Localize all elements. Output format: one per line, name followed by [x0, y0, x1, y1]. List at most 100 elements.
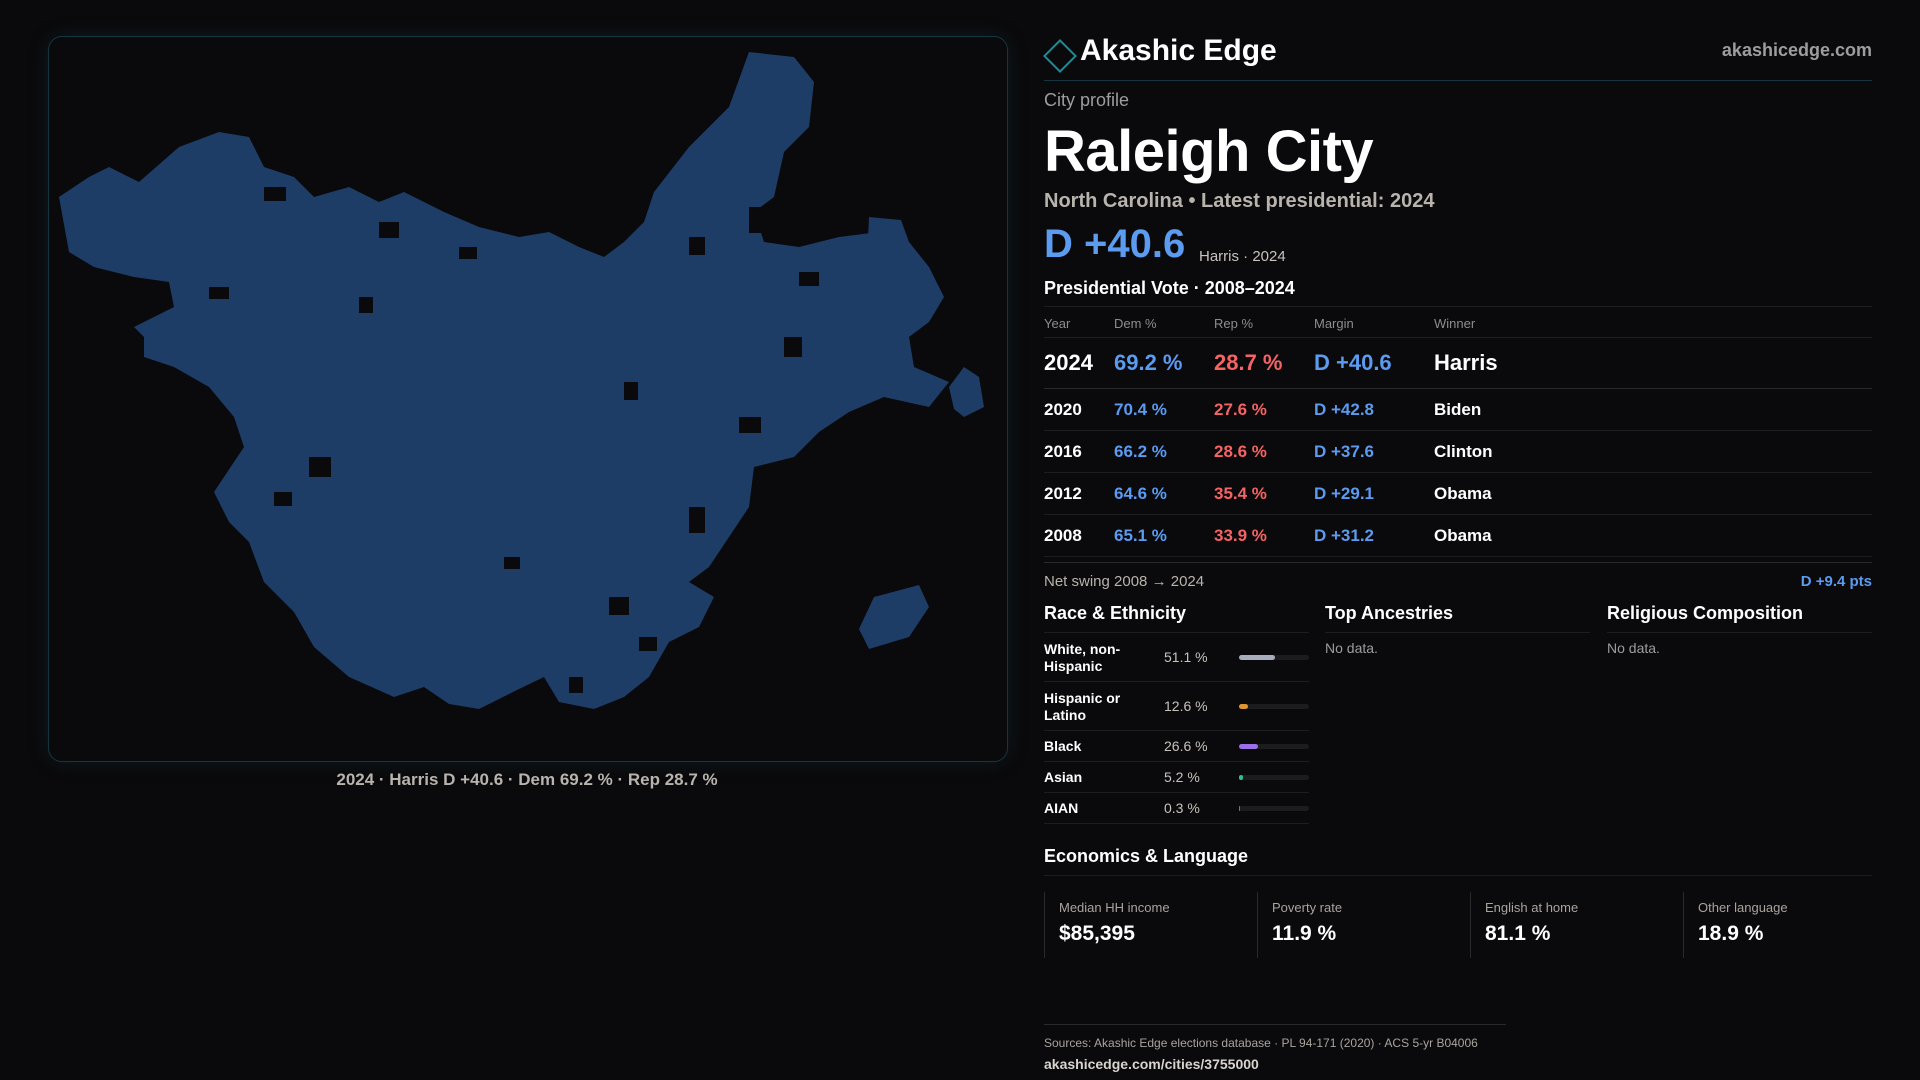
cell-rep: 28.6 %	[1214, 442, 1267, 461]
cell-winner: Biden	[1434, 400, 1482, 419]
hero-note: Harris · 2024	[1199, 248, 1286, 265]
cell-margin: D +40.6	[1314, 350, 1392, 375]
map-caption: 2024 · Harris D +40.6 · Dem 69.2 % · Rep…	[336, 770, 718, 789]
source-url-link[interactable]: akashicedge.com/cities/3755000	[1044, 1056, 1259, 1072]
table-row: 2008 65.1 % 33.9 % D +31.2 Obama	[1044, 515, 1872, 557]
stat-value: $85,395	[1059, 922, 1135, 945]
religion-section-title: Religious Composition	[1607, 603, 1803, 623]
race-row: Black 26.6 %	[1044, 731, 1309, 762]
diamond-icon	[1043, 39, 1077, 73]
race-row: White, non-Hispanic 51.1 %	[1044, 633, 1309, 682]
stat-label: Median HH income	[1059, 900, 1170, 915]
cell-winner: Harris	[1434, 350, 1498, 375]
footer-divider	[1044, 1024, 1506, 1025]
stat-poverty-rate: Poverty rate 11.9 %	[1257, 892, 1458, 958]
race-bar-track	[1239, 704, 1309, 709]
stat-median-income: Median HH income $85,395	[1044, 892, 1245, 958]
header-dem: Dem %	[1114, 316, 1157, 331]
cell-dem: 65.1 %	[1114, 526, 1167, 545]
cell-rep: 28.7 %	[1214, 350, 1283, 375]
race-label: White, non-Hispanic	[1044, 641, 1121, 674]
race-bar-fill	[1239, 806, 1241, 811]
religion-divider	[1607, 632, 1872, 633]
profile-panel: Akashic Edge akashicedge.com City profil…	[1043, 30, 1872, 1072]
header-rep: Rep %	[1214, 316, 1254, 331]
economics-divider	[1044, 875, 1872, 876]
cell-year: 2024	[1044, 350, 1093, 375]
hero-margin: D +40.6	[1044, 222, 1186, 266]
race-bar-track	[1239, 775, 1309, 780]
cell-margin: D +29.1	[1314, 484, 1375, 503]
ancestries-divider	[1325, 632, 1590, 633]
cell-winner: Obama	[1434, 484, 1492, 503]
stat-value: 81.1 %	[1485, 922, 1551, 945]
cell-dem: 64.6 %	[1114, 484, 1167, 503]
brand-name[interactable]: Akashic Edge	[1080, 34, 1277, 67]
table-row: 2012 64.6 % 35.4 % D +29.1 Obama	[1044, 473, 1872, 515]
ancestries-section-title: Top Ancestries	[1325, 603, 1454, 623]
header-year: Year	[1044, 316, 1071, 331]
cell-year: 2020	[1044, 400, 1082, 419]
net-swing-row: Net swing 2008 → 2024 D +9.4 pts	[1044, 562, 1872, 593]
table-row: 2020 70.4 % 27.6 % D +42.8 Biden	[1044, 389, 1872, 431]
stat-label: English at home	[1485, 900, 1579, 915]
race-label: Black	[1044, 738, 1082, 754]
net-swing-value: D +9.4 pts	[1800, 573, 1872, 590]
vote-table-header: Year Dem % Rep % Margin Winner	[1044, 307, 1872, 338]
page-title: Raleigh City	[1044, 119, 1374, 184]
race-section-title: Race & Ethnicity	[1044, 603, 1187, 623]
table-row: 2016 66.2 % 28.6 % D +37.6 Clinton	[1044, 431, 1872, 473]
cell-winner: Obama	[1434, 526, 1492, 545]
cell-rep: 35.4 %	[1214, 484, 1267, 503]
cell-year: 2016	[1044, 442, 1082, 461]
race-divider	[1044, 632, 1309, 633]
race-label: Hispanic or Latino	[1044, 690, 1121, 723]
cell-rep: 33.9 %	[1214, 526, 1267, 545]
page-subtitle: North Carolina • Latest presidential: 20…	[1044, 190, 1435, 212]
religion-empty: No data.	[1607, 640, 1660, 656]
stat-value: 18.9 %	[1698, 922, 1764, 945]
cell-margin: D +42.8	[1314, 400, 1375, 419]
race-pct: 5.2 %	[1164, 769, 1200, 785]
city-boundary-shape	[59, 52, 984, 709]
race-bar-fill	[1239, 775, 1243, 780]
brand-url-link[interactable]: akashicedge.com	[1721, 40, 1872, 60]
race-bar-fill	[1239, 655, 1275, 660]
city-boundary-svg	[59, 52, 984, 709]
cell-margin: D +37.6	[1314, 442, 1375, 461]
economics-section-title: Economics & Language	[1044, 846, 1249, 866]
race-row: Hispanic or Latino 12.6 %	[1044, 682, 1309, 731]
cell-rep: 27.6 %	[1214, 400, 1267, 419]
race-label: Asian	[1044, 769, 1083, 785]
brand-header: Akashic Edge akashicedge.com	[1043, 30, 1872, 81]
race-bar-fill	[1239, 704, 1248, 709]
race-bar-fill	[1239, 744, 1258, 749]
vote-table: Year Dem % Rep % Margin Winner 2024 69.2…	[1044, 306, 1872, 557]
net-swing-label: Net swing 2008 → 2024	[1044, 573, 1205, 590]
header-winner: Winner	[1434, 316, 1476, 331]
ancestries-empty: No data.	[1325, 640, 1378, 656]
cell-margin: D +31.2	[1314, 526, 1375, 545]
stat-other-language: Other language 18.9 %	[1683, 892, 1884, 958]
cell-dem: 70.4 %	[1114, 400, 1167, 419]
race-row: Asian 5.2 %	[1044, 762, 1309, 793]
stat-value: 11.9 %	[1272, 922, 1337, 945]
race-row: AIAN 0.3 %	[1044, 793, 1309, 824]
race-pct: 0.3 %	[1164, 800, 1200, 816]
sources-text: Sources: Akashic Edge elections database…	[1044, 1036, 1478, 1050]
city-boundary-holes	[209, 187, 819, 693]
race-label: AIAN	[1044, 800, 1079, 816]
cell-year: 2008	[1044, 526, 1082, 545]
race-pct: 12.6 %	[1164, 698, 1208, 714]
page-eyebrow: City profile	[1044, 90, 1130, 110]
city-map[interactable]	[48, 36, 1008, 762]
header-margin: Margin	[1314, 316, 1354, 331]
vote-section-title: Presidential Vote · 2008–2024	[1044, 278, 1295, 298]
race-bar-track	[1239, 744, 1309, 749]
cell-year: 2012	[1044, 484, 1082, 503]
race-bar-track	[1239, 806, 1309, 811]
cell-winner: Clinton	[1434, 442, 1493, 461]
cell-dem: 69.2 %	[1114, 350, 1183, 375]
stat-label: Poverty rate	[1272, 900, 1343, 915]
race-bar-track	[1239, 655, 1309, 660]
